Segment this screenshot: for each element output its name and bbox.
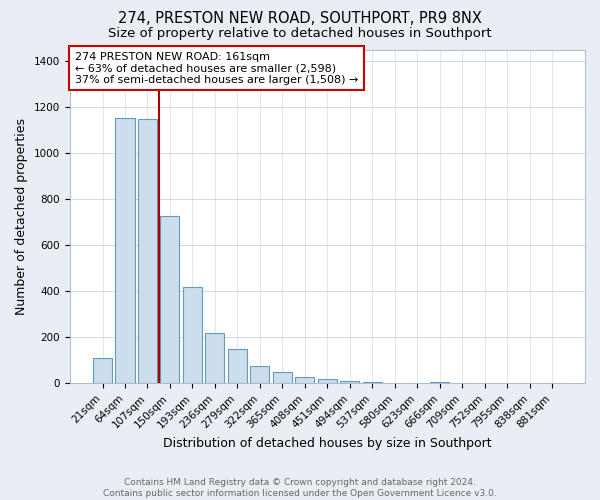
Bar (138, 119, 157, 384)
Bar (205, 333, 224, 384)
Bar (93, 358, 112, 384)
Text: Size of property relative to detached houses in Southport: Size of property relative to detached ho… (108, 26, 492, 40)
Bar (295, 376, 314, 384)
Bar (160, 216, 179, 384)
Text: Contains HM Land Registry data © Crown copyright and database right 2024.
Contai: Contains HM Land Registry data © Crown c… (103, 478, 497, 498)
Bar (340, 380, 359, 384)
Bar (273, 372, 292, 384)
Bar (250, 366, 269, 384)
Bar (318, 380, 337, 384)
Bar (362, 382, 382, 384)
Text: 274, PRESTON NEW ROAD, SOUTHPORT, PR9 8NX: 274, PRESTON NEW ROAD, SOUTHPORT, PR9 8N… (118, 11, 482, 26)
Bar (115, 118, 134, 384)
Bar (228, 349, 247, 384)
Y-axis label: Number of detached properties: Number of detached properties (15, 118, 28, 315)
Bar (430, 382, 449, 384)
X-axis label: Distribution of detached houses by size in Southport: Distribution of detached houses by size … (163, 437, 491, 450)
Text: 274 PRESTON NEW ROAD: 161sqm
← 63% of detached houses are smaller (2,598)
37% of: 274 PRESTON NEW ROAD: 161sqm ← 63% of de… (74, 52, 358, 85)
Bar (183, 287, 202, 384)
